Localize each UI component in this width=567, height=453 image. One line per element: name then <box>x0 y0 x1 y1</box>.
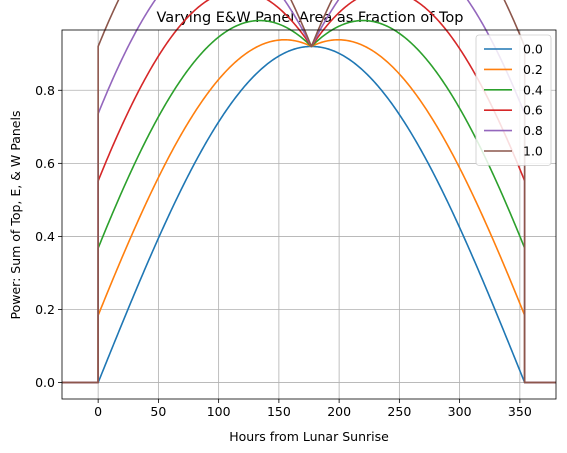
legend: 0.0 0.2 0.4 0.6 0.8 1.0 <box>475 34 552 166</box>
legend-label: 0.8 <box>523 123 543 138</box>
legend-label: 0.0 <box>523 42 543 57</box>
x-tick-label: 50 <box>150 404 166 419</box>
x-axis-label: Hours from Lunar Sunrise <box>229 429 389 444</box>
x-tick-label: 100 <box>207 404 231 419</box>
y-axis-label: Power: Sum of Top, E, & W Panels <box>8 111 23 320</box>
y-tick-label: 0.6 <box>35 156 55 171</box>
x-axis-ticks: 0 50 100 150 200 250 300 350 <box>94 399 532 419</box>
series-line <box>62 0 556 384</box>
x-tick-label: 150 <box>267 404 291 419</box>
series-lines <box>62 0 556 384</box>
chart-title: Varying E&W Panel Area as Fraction of To… <box>157 10 464 26</box>
x-tick-label: 300 <box>448 404 472 419</box>
x-tick-label: 250 <box>387 404 411 419</box>
y-tick-label: 0.2 <box>35 302 55 317</box>
y-axis-ticks: 0.0 0.2 0.4 0.6 0.8 <box>35 83 62 390</box>
legend-label: 0.2 <box>523 62 543 77</box>
plot-frame <box>61 29 557 400</box>
x-tick-label: 0 <box>94 404 102 419</box>
legend-label: 0.4 <box>523 82 543 97</box>
y-tick-label: 0.0 <box>35 375 55 390</box>
legend-box <box>475 34 552 166</box>
legend-label: 1.0 <box>523 144 543 159</box>
x-tick-label: 200 <box>327 404 351 419</box>
x-tick-label: 350 <box>508 404 532 419</box>
legend-label: 0.6 <box>523 103 543 118</box>
grid <box>62 30 556 399</box>
y-tick-label: 0.4 <box>35 229 55 244</box>
y-tick-label: 0.8 <box>35 83 55 98</box>
